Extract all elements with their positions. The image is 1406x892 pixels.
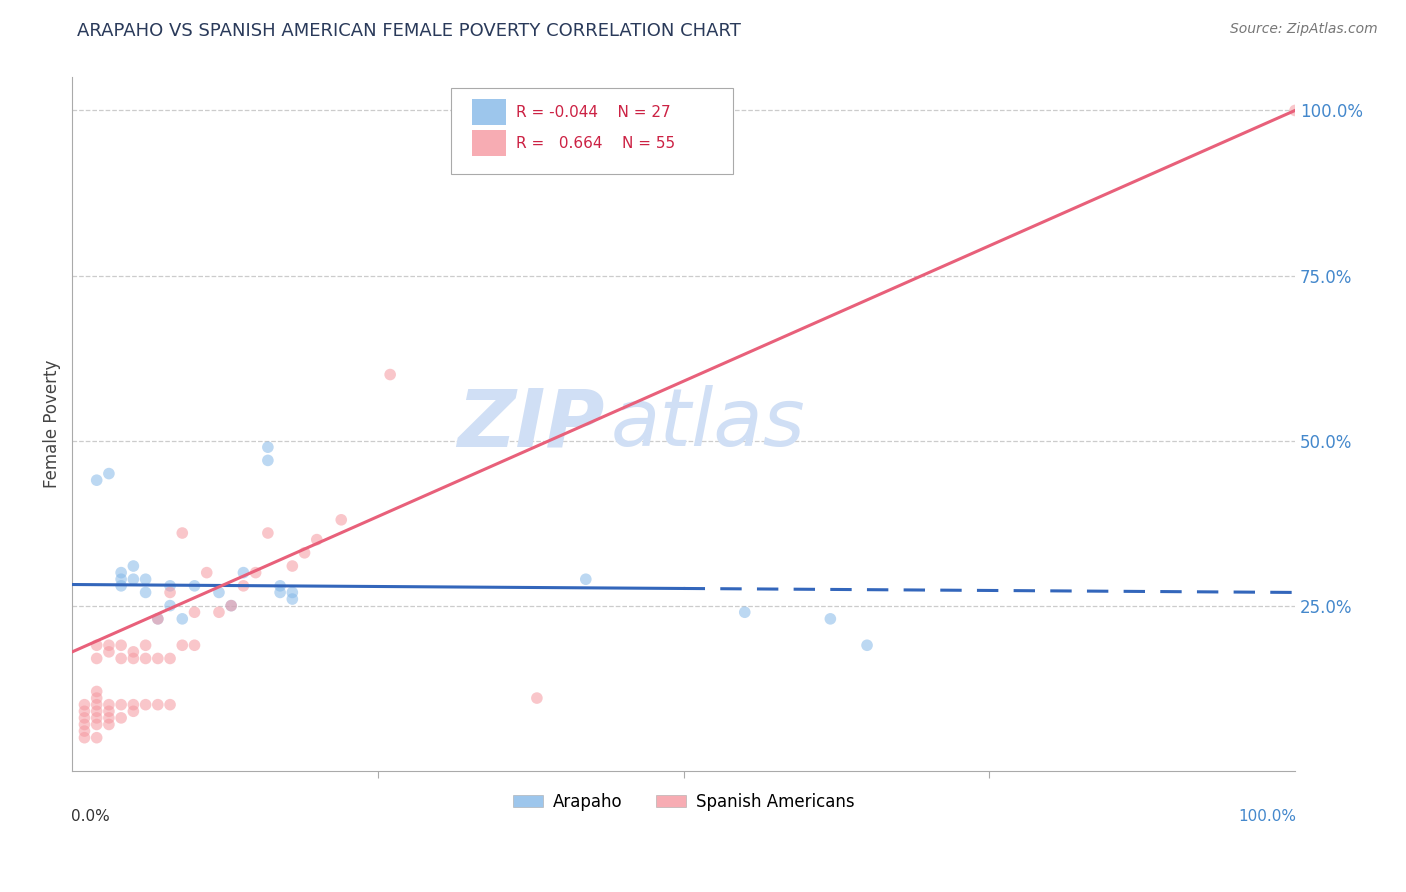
Point (183, 638, 205, 652)
Point (172, 526, 194, 541)
Point (575, 572, 598, 586)
Text: 0.0%: 0.0% (72, 809, 110, 824)
Point (86, 731, 108, 745)
Point (86, 638, 108, 652)
Point (159, 651, 181, 665)
Point (232, 579, 254, 593)
Point (146, 612, 169, 626)
Point (73, 731, 96, 745)
Point (281, 559, 304, 574)
Point (110, 638, 132, 652)
Point (86, 711, 108, 725)
Point (97, 467, 120, 481)
Point (73, 711, 96, 725)
Point (195, 566, 218, 580)
Text: R = -0.044    N = 27: R = -0.044 N = 27 (516, 104, 671, 120)
Point (146, 698, 169, 712)
Y-axis label: Female Poverty: Female Poverty (44, 359, 60, 488)
Point (183, 579, 205, 593)
Point (97, 711, 120, 725)
Text: Source: ZipAtlas.com: Source: ZipAtlas.com (1230, 22, 1378, 37)
Point (146, 651, 169, 665)
Point (97, 717, 120, 731)
Point (73, 704, 96, 718)
Point (122, 698, 145, 712)
Point (294, 546, 316, 560)
Point (172, 612, 194, 626)
Point (122, 651, 145, 665)
Point (219, 599, 242, 613)
Point (97, 698, 120, 712)
Point (122, 572, 145, 586)
Point (146, 612, 169, 626)
Point (734, 605, 756, 619)
Point (135, 651, 157, 665)
Point (135, 585, 157, 599)
Point (110, 651, 132, 665)
Point (820, 612, 842, 626)
Point (110, 711, 132, 725)
Point (1284, 103, 1306, 118)
Text: R =   0.664    N = 55: R = 0.664 N = 55 (516, 136, 675, 151)
Bar (472, 130, 506, 156)
Point (378, 368, 401, 382)
Point (269, 579, 291, 593)
Point (269, 585, 291, 599)
Point (86, 717, 108, 731)
Text: atlas: atlas (610, 385, 806, 463)
Point (330, 513, 353, 527)
Point (526, 691, 548, 706)
FancyBboxPatch shape (451, 87, 733, 175)
Point (97, 638, 120, 652)
Legend: Arapaho, Spanish Americans: Arapaho, Spanish Americans (506, 787, 860, 818)
Point (305, 533, 328, 547)
Point (86, 704, 108, 718)
Point (159, 579, 181, 593)
Point (257, 453, 280, 467)
Point (86, 651, 108, 665)
Point (135, 638, 157, 652)
Point (97, 645, 120, 659)
Point (159, 599, 181, 613)
Point (135, 572, 157, 586)
Point (86, 684, 108, 698)
Point (281, 585, 304, 599)
Point (86, 473, 108, 487)
Point (110, 566, 132, 580)
Text: ZIP: ZIP (457, 385, 605, 463)
Point (281, 592, 304, 607)
Point (122, 704, 145, 718)
Point (257, 526, 280, 541)
Point (73, 698, 96, 712)
Point (110, 572, 132, 586)
Point (208, 605, 231, 619)
Text: 100.0%: 100.0% (1239, 809, 1296, 824)
Bar (472, 99, 506, 125)
Point (856, 638, 879, 652)
Point (183, 605, 205, 619)
Point (257, 440, 280, 454)
Point (122, 559, 145, 574)
Point (86, 698, 108, 712)
Point (73, 717, 96, 731)
Point (208, 585, 231, 599)
Point (159, 585, 181, 599)
Point (135, 698, 157, 712)
Point (159, 698, 181, 712)
Point (73, 724, 96, 739)
Point (245, 566, 267, 580)
Point (219, 599, 242, 613)
Point (110, 698, 132, 712)
Point (122, 645, 145, 659)
Text: ARAPAHO VS SPANISH AMERICAN FEMALE POVERTY CORRELATION CHART: ARAPAHO VS SPANISH AMERICAN FEMALE POVER… (77, 22, 741, 40)
Point (232, 566, 254, 580)
Point (110, 579, 132, 593)
Point (97, 704, 120, 718)
Point (86, 691, 108, 706)
Point (172, 638, 194, 652)
